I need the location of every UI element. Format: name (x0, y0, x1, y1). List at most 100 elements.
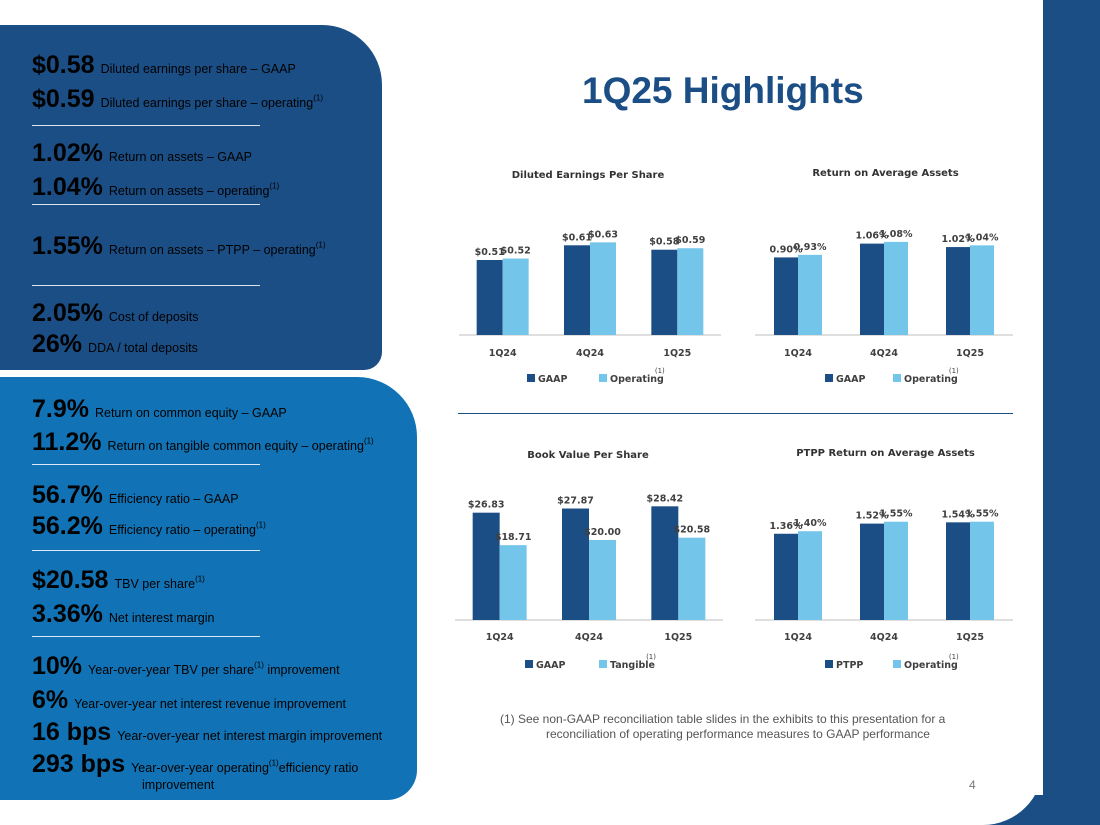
metric-desc: Return on assets – operating (108, 184, 270, 198)
page-number: 4 (969, 778, 976, 792)
divider (32, 125, 260, 126)
data-label: 0.93% (794, 242, 827, 253)
tick-label: 1Q25 (663, 348, 691, 359)
metric-desc: Year-over-year net interest margin impro… (117, 729, 383, 743)
tick-label: 4Q24 (870, 632, 898, 643)
metric-value: 26% (32, 330, 83, 358)
footnote-ref: (1) (315, 240, 326, 250)
footnote: (1) See non-GAAP reconciliation table sl… (500, 712, 980, 742)
data-label: 1.02% (942, 234, 975, 245)
legend-swatch-gaap (527, 374, 535, 382)
bar-gaap-1q25 (946, 247, 970, 335)
metric-desc-line2: improvement (142, 778, 215, 792)
metrics-panel-bottom (0, 377, 417, 800)
bar-gaap-4q24 (564, 245, 590, 335)
metric-value: 1.02% (32, 139, 103, 167)
tick-label: 4Q24 (870, 348, 898, 359)
metric-rotce-operating: 11.2% Return on tangible common equity – … (32, 430, 374, 455)
tick-label: 4Q24 (575, 632, 603, 643)
metric-yoy-tbv: 10% Year-over-year TBV per share(1) impro… (32, 654, 340, 679)
metric-diluted-eps-operating: $0.59 Diluted earnings per share – operat… (32, 87, 323, 112)
legend-label: Operating (904, 374, 958, 385)
metric-desc: Return on common equity – GAAP (94, 406, 287, 420)
data-label: 1.08% (880, 229, 913, 240)
bar-gaap-1q25 (651, 506, 679, 620)
data-label: $0.63 (588, 229, 618, 240)
metric-value: 1.55% (32, 232, 103, 260)
metric-desc: Return on assets – GAAP (108, 150, 253, 164)
metric-yoy-nir: 6% Year-over-year net interest revenue im… (32, 688, 346, 713)
tick-label: 1Q24 (784, 348, 812, 359)
metric-value: 56.2% (32, 512, 103, 540)
chart-title: PTPP Return on Average Assets (796, 448, 975, 459)
divider (32, 550, 260, 551)
footnote-ref: (1) (255, 520, 266, 530)
data-label: $0.51 (475, 247, 505, 258)
chart-title: Diluted Earnings Per Share (512, 170, 665, 181)
data-label: 1.55% (880, 509, 913, 520)
legend-label: PTPP (836, 660, 863, 671)
metric-value: 2.05% (32, 299, 103, 327)
footnote-ref: (1) (269, 181, 280, 191)
tick-label: 1Q25 (956, 632, 984, 643)
metric-desc: Cost of deposits (108, 310, 199, 324)
metric-value: 56.7% (32, 481, 103, 509)
data-label: $28.42 (646, 493, 683, 504)
bar-operating-1q24 (798, 531, 822, 620)
data-label: $18.71 (495, 532, 532, 543)
legend-swatch-gaap (825, 374, 833, 382)
footnote-ref: (1) (268, 758, 279, 768)
metric-desc-suffix: improvement (263, 663, 340, 677)
bar-gaap-1q24 (476, 260, 503, 335)
bar-operating-1q25 (677, 248, 704, 335)
metric-desc: Diluted earnings per share – operating (100, 96, 314, 110)
bar-operating-4q24 (884, 241, 908, 335)
footnote-ref: (1) (254, 660, 264, 670)
metric-tbv-per-share: $20.58 TBV per share(1) (32, 568, 205, 593)
tick-label: 1Q24 (784, 632, 812, 643)
metric-desc: Efficiency ratio – operating (108, 523, 256, 537)
metric-desc: TBV per share (114, 577, 196, 591)
bar-operating-1q24 (502, 258, 529, 335)
legend-swatch-tangible (599, 660, 607, 668)
bar-operating-4q24 (590, 242, 616, 335)
bar-operating-1q25 (970, 521, 994, 620)
bar-gaap-4q24 (860, 243, 884, 335)
bar-ptpp-4q24 (860, 523, 884, 620)
legend-swatch-operating (599, 374, 607, 382)
metric-desc: Year-over-year net interest revenue impr… (74, 697, 347, 711)
data-label: 1.06% (856, 231, 889, 242)
footnote-ref: (1) (313, 93, 323, 103)
data-label: $0.61 (562, 232, 592, 243)
metric-value: 11.2% (32, 428, 102, 456)
metric-desc: Efficiency ratio – GAAP (108, 492, 239, 506)
metric-diluted-eps-gaap: $0.58 Diluted earnings per share – GAAP (32, 53, 296, 78)
metric-cost-of-deposits: 2.05% Cost of deposits (32, 301, 199, 326)
tick-label: 1Q25 (956, 348, 984, 359)
divider (32, 636, 260, 637)
metric-efficiency-operating: 56.2% Efficiency ratio – operating(1) (32, 514, 266, 539)
metric-roa-ptpp-operating: 1.55% Return on assets – PTPP – operating… (32, 234, 326, 259)
bar-operating-1q24 (798, 254, 822, 335)
legend-footnote-ref: (1) (655, 367, 665, 375)
metric-roa-operating: 1.04% Return on assets – operating(1) (32, 175, 279, 200)
data-label: 1.04% (966, 232, 999, 243)
legend-label: Operating (610, 374, 664, 385)
bar-operating-1q25 (970, 245, 994, 335)
metric-value: 293 bps (32, 750, 126, 778)
data-label: 0.90% (770, 244, 803, 255)
page-title: 1Q25 Highlights (582, 70, 864, 111)
bar-ptpp-1q24 (774, 533, 798, 620)
data-label: 1.55% (966, 509, 999, 520)
data-label: $0.52 (501, 246, 531, 257)
chart-title: Book Value Per Share (527, 450, 649, 461)
metric-roce-gaap: 7.9% Return on common equity – GAAP (32, 397, 287, 422)
metric-value: $20.58 (32, 566, 109, 594)
legend-swatch-ptpp (825, 660, 833, 668)
data-label: $20.00 (584, 527, 621, 538)
metric-value: 7.9% (32, 395, 89, 423)
legend-swatch-operating (893, 374, 901, 382)
right-accent-bar (1043, 0, 1100, 825)
legend-footnote-ref: (1) (949, 367, 959, 375)
metric-desc: Return on assets – PTPP – operating (108, 243, 316, 257)
